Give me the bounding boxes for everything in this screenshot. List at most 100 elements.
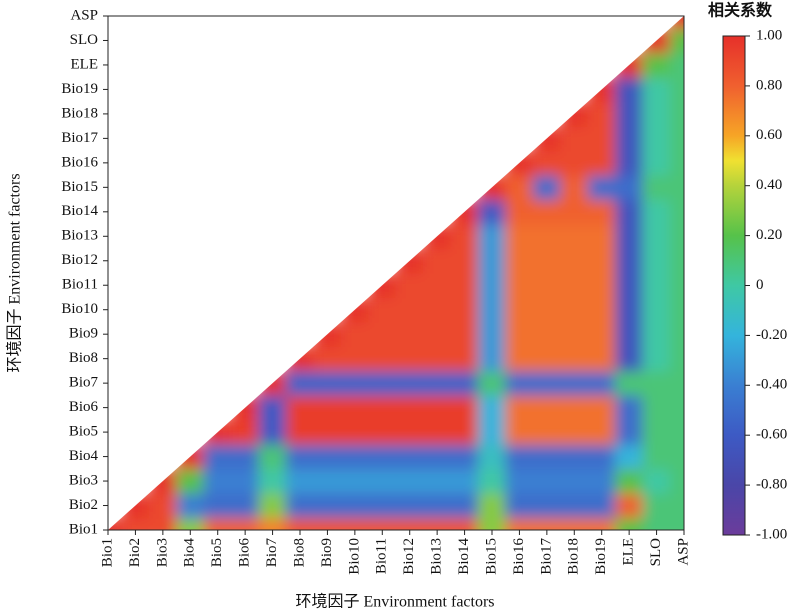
heatmap-cell <box>532 150 562 176</box>
heatmap-cell <box>477 370 507 396</box>
heatmap-cell <box>285 517 315 530</box>
heatmap-cell <box>505 468 534 494</box>
heatmap-cell <box>340 468 370 494</box>
heatmap-cell <box>587 125 616 152</box>
heatmap-cell <box>148 492 178 519</box>
heatmap-cell <box>368 272 397 298</box>
heatmap-cell <box>669 248 684 274</box>
heatmap-cell <box>368 517 397 530</box>
heatmap-cell <box>614 76 644 103</box>
x-tick-label: Bio10 <box>346 538 362 575</box>
heatmap-cell <box>587 248 616 274</box>
heatmap-cell <box>669 199 684 225</box>
heatmap-cell <box>340 419 370 445</box>
heatmap-cell <box>477 296 507 323</box>
colorbar-tick-label: 0.40 <box>756 177 782 193</box>
heatmap-cell <box>340 443 370 470</box>
heatmap-cell <box>642 321 671 347</box>
heatmap-cell <box>587 272 616 298</box>
heatmap-cell <box>614 370 644 396</box>
heatmap-cell <box>477 272 507 298</box>
heatmap-cell <box>477 345 507 372</box>
heatmap-cell <box>642 27 671 54</box>
heatmap-cell <box>614 174 644 201</box>
heatmap-cell <box>532 248 562 274</box>
x-tick-label: Bio16 <box>511 538 527 575</box>
heatmap-cell <box>422 248 452 274</box>
y-tick-label: Bio14 <box>61 203 98 219</box>
heatmap-cell <box>313 394 342 421</box>
heatmap-cell <box>368 394 397 421</box>
heatmap-cell <box>587 223 616 250</box>
heatmap-cell <box>368 492 397 519</box>
heatmap-cell <box>560 272 589 298</box>
y-tick-label: Bio11 <box>62 277 98 293</box>
heatmap-cell <box>642 52 671 78</box>
heatmap-cell <box>477 174 507 201</box>
heatmap-cell <box>477 223 507 250</box>
heatmap-cell <box>505 321 534 347</box>
heatmap-cell <box>669 468 684 494</box>
colorbar-tick-label: 0.20 <box>756 227 782 243</box>
heatmap-cell <box>587 394 616 421</box>
heatmap-cell <box>422 370 452 396</box>
heatmap-cell <box>642 443 671 470</box>
x-axis-title: 环境因子 Environment factors <box>295 592 494 611</box>
heatmap-cell <box>368 419 397 445</box>
x-tick-label: Bio4 <box>182 538 198 568</box>
colorbar-title: 相关系数 <box>708 1 773 20</box>
heatmap-cell <box>340 394 370 421</box>
heatmap-cell <box>203 492 232 519</box>
heatmap-cell <box>477 419 507 445</box>
colorbar-tick-label: 0 <box>756 277 764 293</box>
y-tick-label: Bio2 <box>69 497 98 513</box>
heatmap-cell <box>203 419 232 445</box>
heatmap-cell <box>532 223 562 250</box>
x-tick-label: Bio17 <box>538 538 554 575</box>
heatmap-cell <box>587 199 616 225</box>
colorbar-tick-label: 1.00 <box>756 27 782 43</box>
heatmap-cell <box>395 419 424 445</box>
y-tick-label: Bio19 <box>61 81 98 97</box>
heatmap-cell <box>560 174 589 201</box>
heatmap-cell <box>642 296 671 323</box>
heatmap-cell <box>395 272 424 298</box>
heatmap-cell <box>505 296 534 323</box>
heatmap-cell <box>450 370 479 396</box>
heatmap-cell <box>532 174 562 201</box>
y-tick-label: ASP <box>70 7 98 23</box>
heatmap-cell <box>313 468 342 494</box>
x-tick-label: ELE <box>621 538 637 566</box>
heatmap-cell <box>340 492 370 519</box>
heatmap-cell <box>614 394 644 421</box>
heatmap-cell <box>450 272 479 298</box>
heatmap-cell <box>614 345 644 372</box>
heatmap-cell <box>422 223 452 250</box>
x-tick-label: Bio12 <box>401 538 417 575</box>
heatmap-cell <box>642 248 671 274</box>
heatmap-cell <box>368 296 397 323</box>
heatmap-cell <box>450 419 479 445</box>
heatmap-cell <box>669 419 684 445</box>
heatmap-cell <box>532 199 562 225</box>
heatmap-cell <box>230 468 260 494</box>
heatmap-cell <box>532 394 562 421</box>
heatmap-cell <box>285 468 315 494</box>
heatmap-cell <box>450 248 479 274</box>
heatmap-cell <box>560 248 589 274</box>
heatmap-cell <box>560 125 589 152</box>
heatmap-cell <box>642 345 671 372</box>
y-axis-title: 环境因子 Environment factors <box>5 173 24 372</box>
heatmap-cell <box>614 248 644 274</box>
heatmap-cell <box>505 272 534 298</box>
x-tick-label: Bio11 <box>374 538 390 574</box>
heatmap-cell <box>450 443 479 470</box>
heatmap-cell <box>368 345 397 372</box>
heatmap-cell <box>614 296 644 323</box>
colorbar-tick-label: -0.80 <box>756 477 787 493</box>
heatmap-cell <box>505 492 534 519</box>
heatmap-cell <box>669 272 684 298</box>
heatmap-cell <box>477 443 507 470</box>
heatmap-cell <box>669 443 684 470</box>
heatmap-cell <box>313 321 342 347</box>
